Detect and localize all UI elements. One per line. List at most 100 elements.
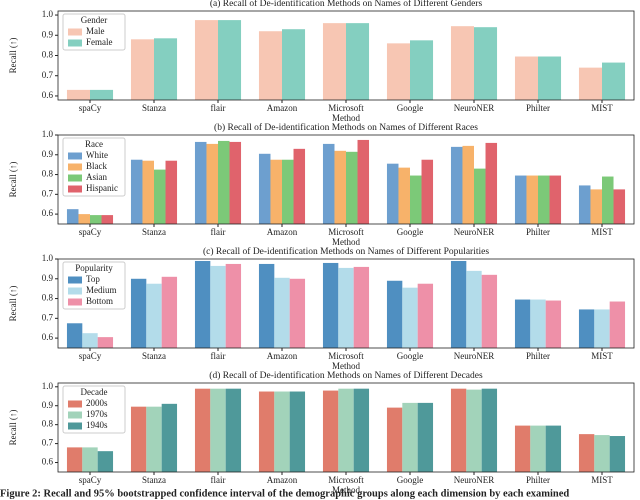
bar [334, 150, 346, 224]
x-tick-label: NeuroNER [454, 103, 495, 113]
bar [594, 435, 610, 472]
bar [578, 185, 591, 224]
bar [154, 38, 178, 100]
legend-swatch [68, 28, 82, 36]
x-axis-label: Method [332, 485, 360, 495]
bar [578, 309, 595, 348]
bar [66, 323, 83, 348]
bar [322, 390, 339, 472]
bar [526, 175, 538, 224]
x-tick-label: Microsoft [328, 103, 364, 113]
axes-frame [57, 382, 635, 473]
x-tick-label: NeuroNER [454, 475, 495, 485]
x-tick-label: Amazon [267, 475, 298, 485]
legend-label: Female [86, 37, 113, 47]
y-tick-label: 0.6 [42, 457, 54, 467]
y-tick-label: 0.9 [42, 400, 54, 410]
bar [130, 406, 147, 472]
bar [210, 388, 226, 472]
bar [346, 151, 358, 224]
bar [578, 67, 602, 100]
bar [357, 139, 370, 224]
bar [353, 266, 370, 348]
x-tick-label: Philter [526, 351, 550, 361]
bar [549, 175, 562, 224]
bar [462, 145, 474, 224]
legend-swatch [68, 287, 82, 295]
y-tick-label: 0.6 [42, 208, 54, 218]
legend-box [62, 261, 126, 310]
bar [194, 388, 211, 472]
bar [514, 175, 527, 224]
bar [538, 56, 562, 100]
bar [338, 267, 354, 348]
bar [514, 56, 538, 100]
bar [146, 283, 162, 348]
legend-swatch [68, 39, 82, 47]
y-tick-label: 0.7 [42, 188, 54, 198]
bar [402, 287, 418, 348]
legend-label: 1940s [86, 420, 108, 430]
bar [258, 263, 275, 348]
bar [90, 89, 114, 100]
bar [481, 388, 498, 472]
bar [154, 169, 166, 224]
legend-label: Medium [86, 285, 117, 295]
chart-title: (d) Recall of De-identification Methods … [209, 370, 483, 381]
x-axis-label: Method [332, 237, 360, 247]
bar [514, 425, 531, 472]
bar [218, 140, 230, 224]
bar [386, 43, 410, 100]
y-tick-label: 0.7 [42, 438, 54, 448]
bar [450, 146, 463, 224]
legend-label: Asian [86, 172, 107, 182]
bar [410, 175, 422, 224]
axes-frame [57, 134, 635, 225]
y-tick-label: 0.8 [42, 169, 54, 179]
bar [590, 189, 602, 224]
bar [474, 168, 486, 224]
x-tick-label: Microsoft [328, 227, 364, 237]
legend-swatch [68, 152, 82, 160]
bar [258, 391, 275, 472]
y-tick-label: 0.6 [42, 90, 54, 100]
x-tick-label: MIST [591, 475, 613, 485]
legend-swatch [68, 422, 82, 430]
bar [609, 301, 626, 348]
chart-title: (a) Recall of De-identification Methods … [210, 0, 483, 9]
legend-title: Popularity [75, 263, 113, 273]
bar [421, 159, 434, 224]
bar [322, 143, 335, 224]
x-tick-label: Stanza [142, 351, 166, 361]
bar [578, 434, 595, 472]
x-tick-label: spaCy [79, 351, 102, 361]
bar [270, 159, 282, 224]
y-axis-label: Recall (↑) [8, 162, 18, 198]
bar [165, 160, 178, 224]
bar [450, 388, 467, 472]
x-tick-label: Google [397, 351, 424, 361]
legend-label: 1970s [86, 409, 108, 419]
bar [450, 260, 467, 348]
bar [194, 20, 218, 100]
bar [594, 309, 610, 348]
y-tick-label: 0.9 [42, 273, 54, 283]
bar [398, 167, 410, 224]
x-tick-label: MIST [591, 351, 613, 361]
chart-title: (b) Recall of De-identification Methods … [214, 122, 478, 133]
bar [97, 451, 114, 472]
bar [410, 40, 434, 100]
legend-label: Male [86, 26, 105, 36]
bar [146, 406, 162, 472]
y-tick-label: 0.6 [42, 332, 54, 342]
bar [289, 278, 306, 348]
legend-swatch [68, 411, 82, 419]
bar [130, 278, 147, 348]
legend-label: 2000s [86, 398, 108, 408]
y-tick-label: 0.8 [42, 50, 54, 60]
y-axis-label: Recall (↑) [8, 286, 18, 322]
y-tick-label: 1.0 [42, 9, 54, 19]
x-tick-label: spaCy [79, 475, 102, 485]
y-tick-label: 0.8 [42, 293, 54, 303]
x-tick-label: Stanza [142, 103, 166, 113]
